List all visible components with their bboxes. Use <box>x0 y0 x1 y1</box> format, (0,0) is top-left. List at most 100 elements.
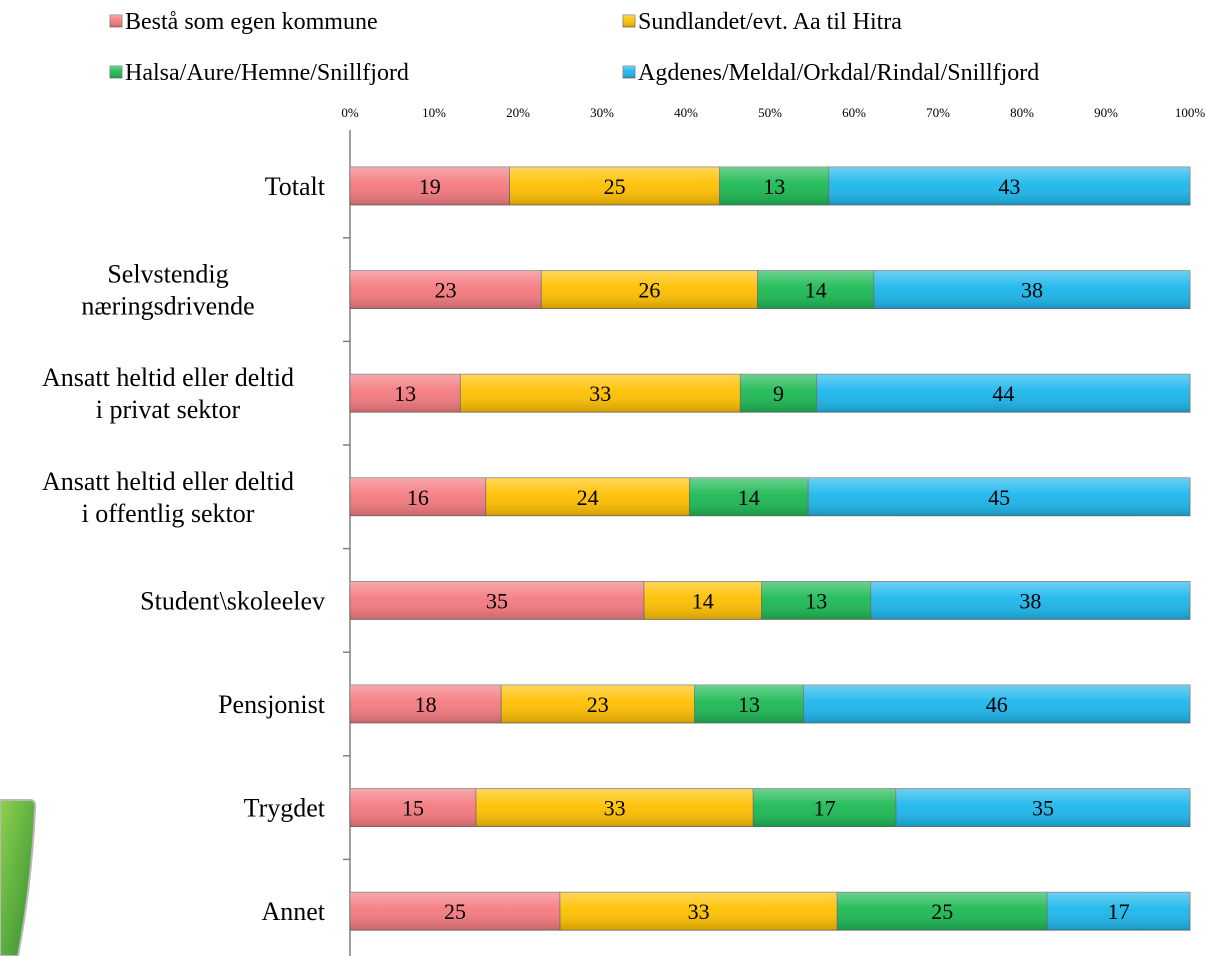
bar-segment: 26 <box>540 270 758 310</box>
bar-value-label: 13 <box>394 381 416 406</box>
legend-swatch-shine <box>110 66 122 78</box>
bar-segment-shine <box>560 892 838 931</box>
legend-label: Agdenes/Meldal/Orkdal/Rindal/Snillfjord <box>638 60 1039 86</box>
bar-value-label: 13 <box>805 588 827 613</box>
x-tick-label: 60% <box>842 105 866 120</box>
bar-value-label: 35 <box>1032 796 1054 821</box>
bar-segment-shine <box>350 270 542 309</box>
legend-label: Sundlandet/evt. Aa til Hitra <box>638 9 902 35</box>
x-tick-label: 50% <box>758 105 782 120</box>
bar-segment: 23 <box>349 270 542 310</box>
bar-segment-shine <box>719 167 829 205</box>
bar-value-label: 15 <box>402 796 424 821</box>
bar-segment-shine <box>757 270 874 309</box>
bar-segment-shine <box>753 788 896 827</box>
bar-value-label: 25 <box>444 899 466 924</box>
bar-segment: 19 <box>349 166 511 206</box>
bar-value-label: 23 <box>435 278 457 303</box>
category-label-line: Ansatt heltid eller deltid <box>42 363 294 392</box>
bar-value-label: 26 <box>638 278 660 303</box>
bar-segment: 16 <box>349 477 487 517</box>
bar-segment-shine <box>476 788 754 827</box>
bar-value-label: 19 <box>419 174 441 199</box>
x-tick-label: 40% <box>674 105 698 120</box>
legend-item: Sundlandet/evt. Aa til Hitra <box>622 9 902 35</box>
bar-segment-shine <box>689 477 809 516</box>
x-tick-label: 10% <box>422 105 446 120</box>
bar-segment-shine <box>350 788 476 827</box>
bar-value-label: 24 <box>577 485 599 510</box>
legend-item: Halsa/Aure/Hemne/Snillfjord <box>109 60 409 86</box>
bar-value-label: 13 <box>738 692 760 717</box>
category-label-line: Ansatt heltid eller deltid <box>42 467 294 496</box>
bar-segment-shine <box>350 892 560 931</box>
x-tick-label: 70% <box>926 105 950 120</box>
category-label: Ansatt heltid eller deltid i offentlig se… <box>42 467 294 528</box>
x-tick-label: 0% <box>341 105 359 120</box>
bar-segment: 13 <box>349 373 461 413</box>
bar-value-label: 46 <box>986 692 1008 717</box>
category-label-line: Selvstendig <box>107 260 228 289</box>
bar-segment: 38 <box>873 270 1191 310</box>
bar-value-label: 17 <box>1108 899 1130 924</box>
bar-segment: 18 <box>349 684 502 724</box>
legend-item: Agdenes/Meldal/Orkdal/Rindal/Snillfjord <box>622 60 1039 86</box>
bar-segment: 33 <box>559 891 838 931</box>
bar-segment: 43 <box>828 166 1191 206</box>
bar-value-label: 33 <box>688 899 710 924</box>
bar-segment: 25 <box>836 891 1048 931</box>
x-tick-label: 80% <box>1010 105 1034 120</box>
bar-segment-shine <box>1047 892 1190 931</box>
bar-value-label: 9 <box>773 381 784 406</box>
bar-segment: 23 <box>500 684 695 724</box>
category-label: Annet <box>261 897 325 926</box>
bar-segment: 25 <box>349 891 561 931</box>
legend-label: Halsa/Aure/Hemne/Snillfjord <box>125 60 409 86</box>
bar-value-label: 13 <box>763 174 785 199</box>
bar-segment-shine <box>509 167 720 205</box>
x-tick-label: 90% <box>1094 105 1118 120</box>
bar-value-label: 18 <box>415 692 437 717</box>
bar-segment-shine <box>460 374 741 413</box>
bar-segment-shine <box>644 581 762 620</box>
bar-segment: 14 <box>688 477 809 517</box>
bar-segment-shine <box>761 581 871 620</box>
legend-swatch-shine <box>623 15 635 27</box>
logo-fragment <box>0 799 37 956</box>
category-label-line: Annet <box>261 897 325 926</box>
bars: 19 25 13 43 23 26 14 38 13 33 9 44 16 24 14 45 35 14 13 38 1… <box>349 166 1191 931</box>
bar-segment-shine <box>873 270 1190 309</box>
bar-segment-shine <box>828 167 1190 205</box>
category-label: Ansatt heltid eller deltid i privat sekto… <box>42 363 294 424</box>
bar-segment-shine <box>816 374 1190 413</box>
category-label-line: Pensjonist <box>218 690 326 719</box>
category-label-line: næringsdrivende <box>81 292 254 321</box>
bar-value-label: 23 <box>587 692 609 717</box>
bar-segment-shine <box>350 581 644 620</box>
category-label-line: Student\skoleelev <box>140 586 325 615</box>
bar-segment: 17 <box>752 788 897 827</box>
category-label-line: i privat sektor <box>96 395 241 424</box>
x-tick-label: 30% <box>590 105 614 120</box>
bar-value-label: 25 <box>604 174 626 199</box>
x-tick-label: 20% <box>506 105 530 120</box>
category-label: Student\skoleelev <box>140 586 325 615</box>
bar-segment: 35 <box>895 788 1191 827</box>
legend-item: Bestå som egen kommune <box>109 9 378 35</box>
bar-value-label: 33 <box>604 796 626 821</box>
bar-value-label: 17 <box>814 796 836 821</box>
bar-segment: 33 <box>475 788 754 827</box>
bar-segment: 45 <box>807 477 1191 517</box>
category-label-line: i offentlig sektor <box>82 499 255 528</box>
bar-segment: 14 <box>757 270 875 310</box>
bar-segment: 13 <box>761 581 872 620</box>
bar-segment-shine <box>350 167 510 205</box>
bar-segment: 38 <box>870 581 1191 620</box>
bar-segment-shine <box>837 892 1048 931</box>
bar-segment: 33 <box>459 373 741 413</box>
bar-segment: 13 <box>719 166 830 206</box>
bar-value-label: 35 <box>486 588 508 613</box>
category-label: Trygdet <box>244 794 326 823</box>
bar-value-label: 33 <box>589 381 611 406</box>
